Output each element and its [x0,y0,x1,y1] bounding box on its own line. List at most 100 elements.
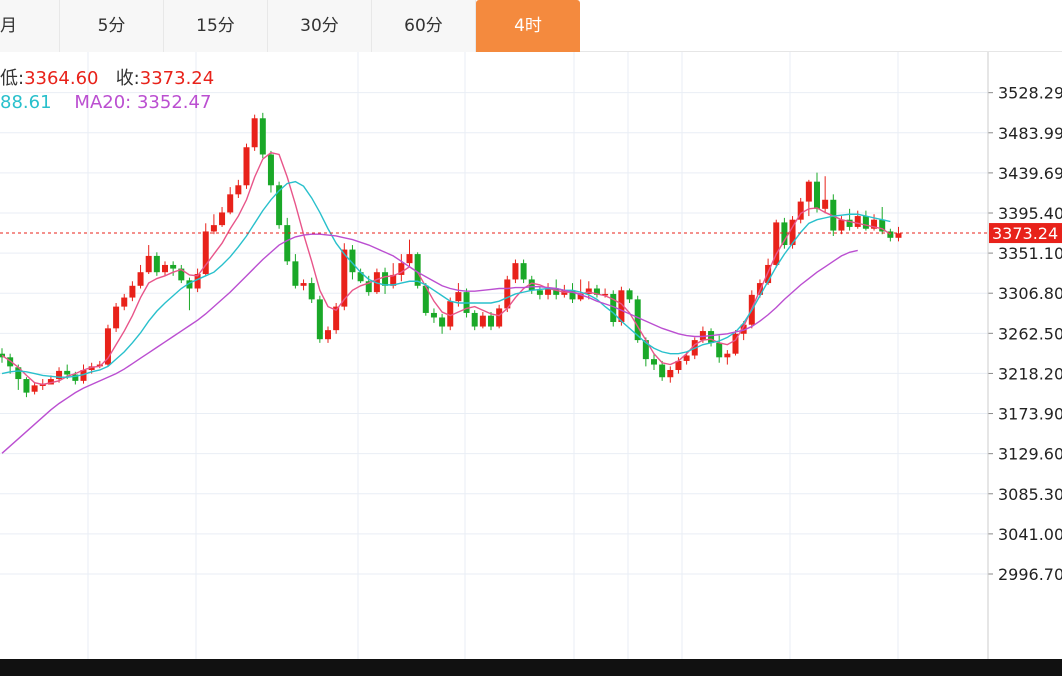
y-axis-tick-label: 3085.30 [998,485,1062,504]
candle-down [178,268,185,281]
tabs-spacer [580,0,1062,52]
candle-up [373,272,380,293]
tab-30min[interactable]: 30分 [268,0,372,52]
current-price-label: 3373.24 [992,224,1058,243]
candle-up [699,331,706,341]
candle-down [610,293,617,323]
candle-up [194,274,201,289]
bottom-bar [0,659,1062,676]
y-axis-tick-label: 3306.80 [998,284,1062,303]
y-axis-tick-label: 3129.60 [998,445,1062,464]
ma-readout: 88.61 MA20: 3352.47 [0,92,211,113]
candle-up [300,283,307,286]
ma5-line [1,151,891,386]
candle-up [251,118,258,148]
low-label: 低: [0,68,25,89]
candle-down [382,272,389,286]
candle-up [210,225,217,232]
candle-up [227,194,234,213]
candle-down [471,312,478,327]
candle-up [137,272,144,286]
candle-down [642,340,649,360]
tab-month[interactable]: 月 [0,0,60,52]
candle-up [585,288,592,294]
candle-up [822,199,829,209]
candle-up [789,219,796,246]
candle-up [724,353,731,358]
candle-down [349,249,356,273]
candle-down [316,299,323,340]
ma20-value: 3352.47 [136,92,212,113]
candle-up [683,355,690,361]
candle-down [365,281,372,293]
candle-up [333,306,340,331]
low-value: 3364.60 [24,68,99,89]
candle-down [651,359,657,365]
candle-up [895,233,902,238]
ma10-value: 88.61 [0,92,52,113]
candle-up [243,147,250,186]
candle-up [219,212,226,226]
y-axis-tick-label: 2996.70 [998,565,1062,584]
candle-down [887,231,894,238]
y-axis-tick-label: 3218.20 [998,364,1062,383]
candle-down [708,331,715,343]
candle-up [805,181,812,202]
close-value: 3373.24 [139,68,215,89]
candle-down [814,181,820,209]
candle-up [325,330,331,340]
candlestick-chart[interactable]: 3528.29 3483.99 3439.69 3395.40 3351.10 3306.… [0,52,1062,661]
ma20-line [1,233,858,454]
candle-up [104,328,111,365]
candle-up [618,290,625,323]
candle-up [740,324,747,334]
candle-up [447,301,454,327]
candle-down [439,317,446,327]
candle-down [593,288,600,295]
candle-up [56,370,63,380]
candle-down [259,118,266,155]
candle-down [862,216,869,229]
candle-up [854,216,861,227]
candle-down [72,374,79,381]
candle-down [267,154,274,186]
y-axis-tick-label: 3483.99 [998,124,1062,143]
candle-up [145,255,152,273]
candle-down [23,379,30,393]
candle-down [626,290,633,300]
candle-up [39,384,46,386]
candle-up [545,288,552,295]
tab-60min[interactable]: 60分 [372,0,476,52]
candle-down [153,255,160,273]
candle-down [7,357,14,367]
candle-down [528,279,535,291]
y-axis-tick-label: 3528.29 [998,84,1062,103]
candle-down [846,219,853,227]
candle-down [292,261,299,286]
candle-up [667,369,674,378]
candle-down [430,312,437,318]
ma10-line [1,180,891,378]
candle-down [170,264,177,269]
tab-15min[interactable]: 15分 [164,0,268,52]
y-axis-tick-label: 3351.10 [998,244,1062,263]
candle-up [512,263,519,280]
candle-up [602,293,609,296]
candle-up [455,292,462,302]
candle-up [479,315,486,327]
candle-up [675,360,682,370]
candle-down [422,285,429,313]
tab-4hour[interactable]: 4时 [476,0,580,52]
tab-5min[interactable]: 5分 [60,0,164,52]
candle-up [47,379,54,385]
candle-up [496,308,503,327]
y-axis-tick-label: 3262.50 [998,324,1062,343]
candle-up [121,297,128,307]
candle-up [838,219,845,231]
y-axis-tick-label: 3041.00 [998,525,1062,544]
candle-down [64,370,71,375]
candle-up [504,279,511,309]
candle-up [577,293,584,300]
ohlc-readout: 低:3364.60 收:3373.24 [0,64,214,90]
candle-up [398,263,405,275]
